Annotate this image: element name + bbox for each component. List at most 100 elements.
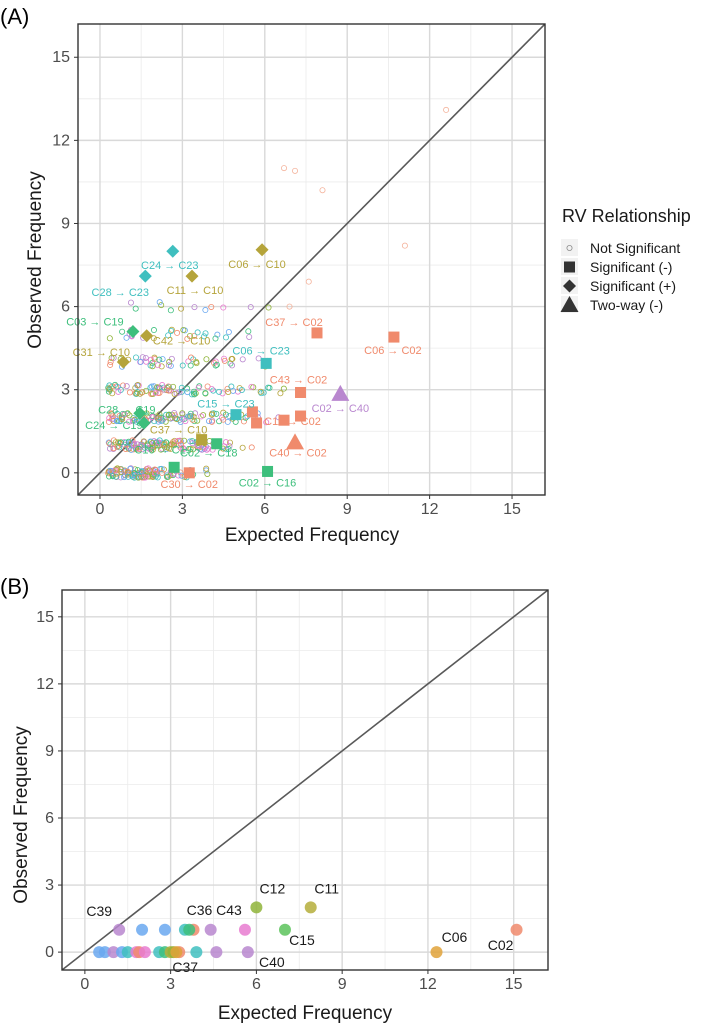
nonsignificant-point [152, 467, 159, 474]
nonsignificant-point [165, 332, 172, 339]
nonsignificant-point [246, 333, 253, 340]
nonsignificant-point [150, 327, 157, 334]
nonsignificant-point [204, 383, 211, 390]
nonsignificant-point [113, 418, 120, 425]
category-point [250, 901, 263, 914]
panel-a-y-tick-label: 3 [61, 382, 70, 399]
significant-point [251, 417, 263, 429]
nonsignificant-point [201, 333, 208, 340]
nonsignificant-point [167, 307, 174, 314]
nonsignificant-point [191, 418, 198, 425]
category-point [158, 923, 171, 936]
significant-point [166, 244, 180, 258]
category-point [510, 923, 523, 936]
significant-point [211, 438, 223, 450]
nonsignificant-point [106, 382, 113, 389]
panel-a-y-tick-label: 0 [61, 465, 70, 482]
panel-a-y-tick-label: 15 [52, 49, 70, 66]
category-point [98, 946, 111, 959]
nonsignificant-point [208, 418, 215, 425]
nonsignificant-point [151, 356, 158, 363]
nonsignificant-point [219, 390, 226, 397]
nonsignificant-point [110, 445, 117, 452]
category-point [138, 946, 151, 959]
nonsignificant-point [210, 387, 217, 394]
nonsignificant-point [106, 445, 113, 452]
panel-b-y-tick-label: 12 [36, 676, 54, 693]
nonsignificant-point [280, 385, 287, 392]
nonsignificant-point [176, 416, 183, 423]
significant-point [137, 416, 151, 430]
nonsignificant-point [106, 385, 113, 392]
panel-tag-b: (B) [0, 574, 29, 599]
nonsignificant-point [156, 299, 163, 306]
nonsignificant-point [205, 445, 212, 452]
nonsignificant-point [153, 413, 160, 420]
nonsignificant-point [115, 439, 122, 446]
nonsignificant-point [156, 356, 163, 363]
nonsignificant-point [230, 387, 237, 394]
nonsignificant-point [203, 446, 210, 453]
pair-label: C24 → C23 [141, 260, 198, 272]
nonsignificant-point [109, 390, 116, 397]
panel-a-x-tick-label: 0 [96, 501, 105, 518]
nonsignificant-point [107, 359, 114, 366]
nonsignificant-point [277, 390, 284, 397]
nonsignificant-point [286, 303, 293, 310]
nonsignificant-point [165, 412, 172, 419]
nonsignificant-point [151, 466, 158, 473]
panel-b-x-tick-label: 0 [80, 976, 89, 993]
nonsignificant-point [178, 441, 185, 448]
nonsignificant-point [305, 278, 312, 285]
significant-point [126, 325, 140, 339]
pair-label: C28 → C23 [92, 287, 149, 299]
nonsignificant-point [177, 438, 184, 445]
nonsignificant-point [156, 437, 163, 444]
panel-b-x-tick-label: 9 [338, 976, 347, 993]
pair-label: C16 → C19 [134, 444, 191, 456]
nonsignificant-point [105, 388, 112, 395]
nonsignificant-point [191, 388, 198, 395]
panel-b-x-tick-label: 6 [252, 976, 261, 993]
nonsignificant-point [151, 470, 158, 477]
pair-label: C24 → C19 [85, 420, 142, 432]
nonsignificant-point [158, 414, 165, 421]
nonsignificant-point [166, 358, 173, 365]
nonsignificant-point [179, 415, 186, 422]
nonsignificant-point [212, 358, 219, 365]
nonsignificant-point [152, 389, 159, 396]
nonsignificant-point [150, 444, 157, 451]
nonsignificant-point [229, 362, 236, 369]
nonsignificant-point [122, 469, 129, 476]
category-point [190, 946, 203, 959]
nonsignificant-point [107, 467, 114, 474]
nonsignificant-point [155, 415, 162, 422]
nonsignificant-point [158, 363, 165, 370]
pair-label: C02 → C40 [312, 403, 369, 415]
nonsignificant-point [127, 299, 134, 306]
nonsignificant-point [149, 391, 156, 398]
pair-label: C06 → C10 [228, 259, 285, 271]
category-point [121, 946, 134, 959]
nonsignificant-point [115, 388, 122, 395]
nonsignificant-point [133, 390, 140, 397]
nonsignificant-point [142, 354, 149, 361]
pair-label: C06 → C23 [232, 345, 289, 357]
nonsignificant-point [187, 413, 194, 420]
nonsignificant-point [221, 357, 228, 364]
category-point [136, 923, 149, 936]
pair-label: C30 → C02 [161, 479, 218, 491]
nonsignificant-point [137, 390, 144, 397]
nonsignificant-point [245, 328, 252, 335]
nonsignificant-point [177, 444, 184, 451]
nonsignificant-point [108, 355, 115, 362]
nonsignificant-point [225, 389, 232, 396]
nonsignificant-point [107, 361, 114, 368]
category-label: C02 [488, 937, 514, 953]
category-label: C15 [289, 932, 315, 948]
nonsignificant-point [154, 384, 161, 391]
pair-label: C31 → C10 [73, 347, 130, 359]
nonsignificant-point [122, 445, 129, 452]
category-label: C37 [172, 959, 198, 975]
